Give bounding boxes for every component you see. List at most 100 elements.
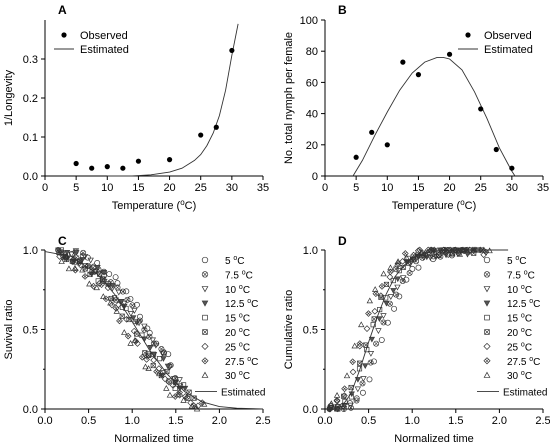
data-point [127,311,135,317]
x-tick-label: 0.5 [81,415,96,427]
data-point [94,259,101,266]
data-point [326,405,334,413]
x-tick-label: 30 [226,182,238,194]
legend-marker-observed [61,32,67,38]
data-point [394,258,402,265]
data-point [333,396,341,404]
legend-marker-cross [202,272,208,277]
data-point [156,356,163,362]
scatter-points [326,246,493,413]
data-point-cross [145,355,149,359]
data-point-ring [380,319,387,326]
panel-label: D [338,234,347,248]
data-point [94,265,101,271]
data-point-shape [333,396,341,404]
data-point [399,278,406,285]
chart-panel-C: C 0.0 0.5 1.0 1.5 2.0 2.5 0.0 0.5 1.0 Normalized t… [3,234,271,445]
data-point-ring [353,397,360,404]
data-point [63,249,71,256]
legend-marker [202,314,208,321]
legend-label: Estimated [80,44,129,56]
data-point [396,268,402,274]
data-point [156,370,163,377]
data-point [163,384,170,391]
data-point [363,325,371,332]
data-point-ring [399,278,406,285]
legend-marker-cross [202,329,208,335]
y-tick-label: 0 [312,171,318,183]
data-point [121,300,128,307]
data-point-cross [185,395,189,399]
data-point [81,254,89,260]
data-point [134,331,140,337]
data-point-ring [373,340,380,347]
legend: 5 oC 7.5 oC 10 oC 12.5 oC 15 oC 20 oC 25 oC 27.… [477,255,547,399]
x-tick-label: 0.5 [361,415,376,427]
data-point-shape [98,281,105,288]
data-point-box [383,281,390,287]
x-axis-label: Temperature (oC) [112,198,197,212]
y-tick-label: 40 [306,109,318,121]
data-point-box [119,313,125,319]
observed-point [213,124,219,130]
observed-point [353,154,359,160]
data-point-box [142,350,148,356]
x-tick-label: 1.0 [405,415,420,427]
data-point-shape [341,385,348,393]
data-point-cross [167,380,171,384]
y-tick-label: 20 [306,140,318,152]
observed-point [89,165,95,171]
legend: 5 oC 7.5 oC 10 oC 12.5 oC 15 oC 20 oC 25 oC 27.… [195,255,265,399]
data-point [176,377,183,384]
y-tick-label: 1.0 [303,245,318,257]
data-point [133,320,141,326]
data-point [109,283,116,289]
data-point [343,372,351,379]
legend-marker-cross [484,329,490,335]
data-point [403,254,410,260]
data-point [401,250,409,257]
data-point [181,393,189,400]
data-point-shape [143,353,151,360]
legend-marker [201,256,209,264]
data-point [81,273,89,280]
data-point-shape [112,304,120,312]
data-point-box [177,383,184,389]
data-point [486,247,493,254]
data-point [390,288,397,294]
data-point-cross [360,381,365,386]
x-tick-label: 35 [257,182,269,194]
data-point [115,289,122,296]
data-point [131,337,139,343]
data-point [130,315,137,321]
data-point-ring [406,270,413,276]
data-point [165,351,172,358]
data-point-box [150,362,156,369]
data-point [193,405,201,412]
legend-marker-box [484,329,490,335]
data-point [359,380,366,387]
legend-marker-cross [485,359,489,363]
x-tick-label: 0 [322,182,328,194]
data-point-shape [365,310,372,317]
data-point-cross [374,292,378,296]
x-tick-label: 2.0 [212,415,227,427]
data-point [130,327,138,335]
data-point-cross [159,346,164,352]
data-point-cross [384,282,389,287]
data-point [98,281,105,288]
y-tick-label: 0.3 [23,54,38,66]
legend-label: Observed [80,30,128,42]
data-point [349,368,357,376]
data-point [146,333,153,340]
data-point-box [87,271,93,278]
legend-label: 10 oC [225,284,250,296]
data-point [131,308,138,314]
chart-panel-D: D 0.0 0.5 1.0 1.5 2.0 2.5 0.0 0.5 1.0 Normalized t… [283,234,550,445]
data-point [159,350,166,357]
legend-marker-cross [484,272,490,277]
legend-marker [483,357,491,365]
x-tick-label: 0.0 [37,415,52,427]
data-point-cross [126,334,130,338]
data-point [406,270,413,276]
